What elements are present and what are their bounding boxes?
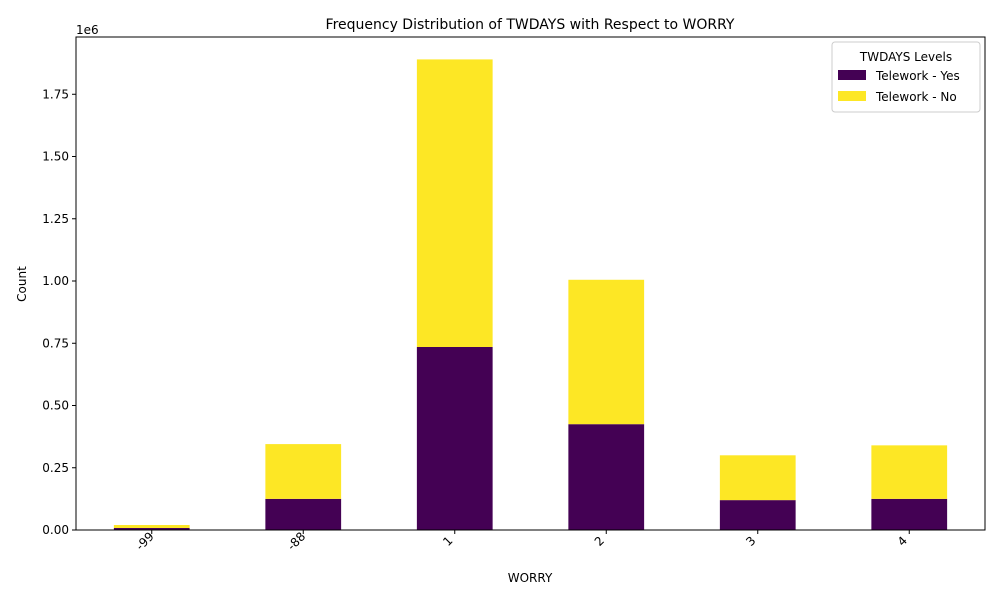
legend-swatch-series-0 (838, 70, 866, 80)
legend-title: TWDAYS Levels (859, 50, 952, 64)
axes-layer: -99 -88 1 2 3 4 0.00 0.25 0.50 0.75 1.00 1.25 1.50 1.… (42, 36, 986, 553)
x-tick-label: -88 (285, 529, 309, 553)
bar-telework-no-2 (568, 279, 645, 425)
legend-label-series-0: Telework - Yes (875, 69, 960, 83)
y-tick-label: 1.00 (42, 274, 69, 288)
bar-telework-no-4 (871, 445, 948, 499)
x-tick-label: -99 (133, 529, 157, 553)
chart-title: Frequency Distribution of TWDAYS with Re… (326, 17, 735, 33)
x-axis-label: WORRY (508, 571, 553, 585)
bar-telework-yes--99 (113, 528, 190, 530)
bar-telework-no-1 (416, 59, 493, 347)
x-tick-label: 1 (440, 534, 455, 549)
y-tick-label: 1.50 (42, 150, 69, 164)
bar-telework-no--99 (113, 525, 190, 529)
y-tick-label: 0.25 (42, 461, 69, 475)
x-tick-label: 2 (592, 534, 607, 549)
bar-telework-yes-2 (568, 424, 645, 530)
x-tick-label: 4 (895, 534, 910, 549)
y-tick-label: 0.50 (42, 399, 69, 413)
bars-layer (113, 59, 948, 530)
bar-telework-no--88 (265, 444, 342, 499)
y-axis-label: Count (15, 266, 29, 302)
bar-telework-yes--88 (265, 498, 342, 530)
y-tick-label: 0.75 (42, 336, 69, 350)
x-tick-label: 3 (743, 534, 758, 549)
legend-label-series-1: Telework - No (875, 90, 957, 104)
legend-swatch-series-1 (838, 91, 866, 101)
bar-telework-yes-4 (871, 498, 948, 530)
y-tick-label: 0.00 (42, 523, 69, 537)
bar-telework-no-3 (719, 455, 796, 501)
legend-frame (831, 41, 981, 113)
legend: TWDAYS Levels Telework - Yes Telework - … (831, 41, 981, 113)
bar-telework-yes-1 (416, 346, 493, 530)
y-offset-label: 1e6 (76, 23, 99, 37)
bar-telework-yes-3 (719, 500, 796, 530)
plot-frame (75, 36, 986, 531)
y-tick-label: 1.75 (42, 87, 69, 101)
y-tick-label: 1.25 (42, 212, 69, 226)
